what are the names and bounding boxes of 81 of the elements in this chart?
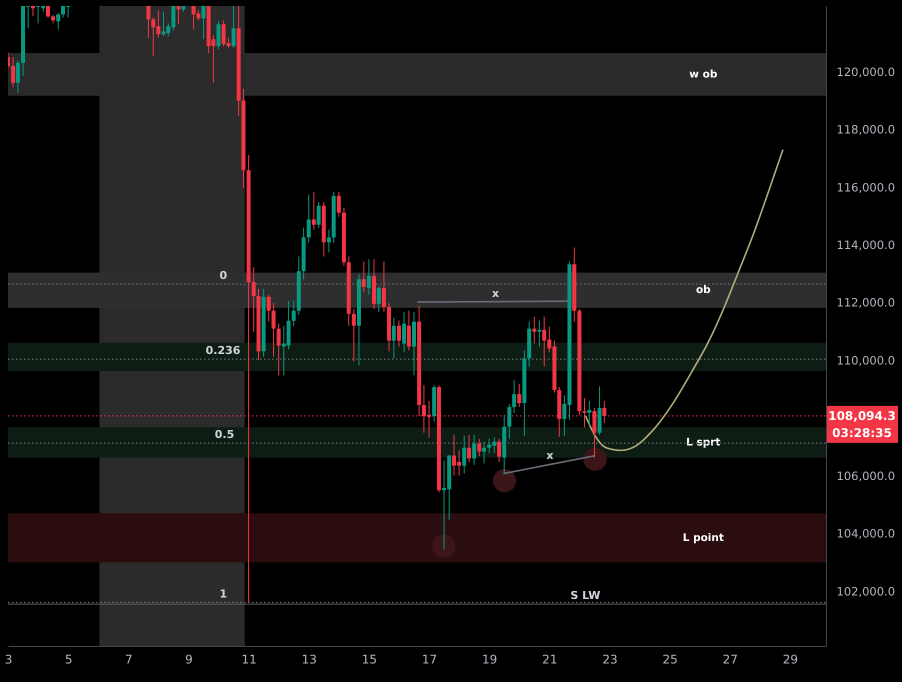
candlestick [582, 398, 587, 428]
candlestick [252, 266, 256, 332]
candlestick [272, 302, 276, 358]
x-tick-label: 13 [302, 652, 317, 666]
candlestick [382, 260, 386, 312]
annotation: 0.5 [214, 428, 234, 442]
candlestick [396, 320, 401, 347]
y-tick-label: 112,000.0 [836, 296, 896, 310]
candlestick [352, 308, 356, 362]
candlestick [392, 317, 396, 359]
candlestick [16, 60, 20, 94]
x-tick-label: 7 [124, 652, 133, 666]
candlestick [497, 438, 502, 462]
candlestick [46, 6, 50, 18]
band-label: L sprt [686, 436, 720, 448]
x-tick-label: 29 [782, 652, 798, 666]
x-tick-label: 21 [542, 652, 558, 666]
candlestick [507, 404, 512, 440]
annotation: x [492, 286, 500, 300]
candlestick [176, 6, 181, 25]
band-label: ob [696, 284, 712, 296]
candlestick [406, 310, 411, 352]
x-tick-label: 23 [602, 652, 618, 666]
candlestick [56, 12, 60, 30]
x-tick-label: 9 [185, 652, 193, 666]
point [492, 469, 516, 492]
candlestick [326, 229, 331, 253]
annotation: 1 [220, 587, 228, 600]
candlestick [201, 6, 206, 40]
candlestick [472, 434, 476, 466]
x-tick-label: 25 [662, 652, 678, 666]
candlestick [482, 441, 486, 464]
point [583, 448, 607, 471]
ref-line-label: 108,094.3 [828, 408, 896, 423]
y-tick-label: 118,000.0 [836, 122, 896, 137]
candlestick [402, 311, 406, 353]
x-tick-label: 5 [64, 652, 72, 666]
candlestick [376, 285, 381, 312]
candlestick [266, 294, 271, 322]
candlestick [316, 201, 321, 229]
candlestick [362, 260, 366, 292]
y-tick-label: 114,000.0 [836, 238, 896, 252]
text: 03:28:35 [832, 426, 892, 440]
candlestick [467, 434, 472, 462]
candlestick [366, 258, 371, 296]
annotation: x [546, 449, 554, 462]
x-tick-label: 3 [4, 652, 12, 666]
candlestick [477, 438, 482, 457]
band-label: L point [682, 532, 724, 544]
y-tick-label: 110,000.0 [836, 353, 896, 368]
candlestick [30, 6, 35, 17]
band-label: w ob [689, 68, 718, 80]
point [432, 534, 456, 558]
x-tick-label: 17 [422, 652, 438, 666]
candlestick [11, 56, 16, 88]
annotation: 0.236 [206, 344, 241, 358]
candlestick [462, 435, 466, 474]
annotation: S LW [570, 589, 600, 602]
y-tick-label: 104,000.0 [836, 526, 896, 541]
candlestick [587, 400, 592, 426]
y-tick-label: 102,000.0 [836, 584, 896, 598]
candlestick [146, 6, 150, 39]
candlestick [306, 194, 311, 244]
y-tick-label: 116,000.0 [836, 180, 896, 194]
x-tick-label: 15 [362, 652, 378, 666]
y-tick-label: 120,000.0 [836, 64, 896, 79]
candlestick [232, 6, 236, 48]
annotation: 0 [220, 269, 228, 282]
candlestick [292, 300, 296, 327]
candlestick [532, 316, 536, 344]
candlestick [276, 322, 281, 376]
candlestick [216, 20, 221, 50]
x-tick-label: 27 [722, 652, 738, 666]
candlestick [512, 380, 516, 414]
candlestick [517, 384, 522, 408]
x-tick-label: 19 [482, 652, 498, 666]
candlestick [312, 191, 316, 230]
candlestick [537, 320, 542, 347]
candlestick [336, 191, 341, 218]
x-tick-label: 11 [241, 652, 257, 666]
y-tick-label: 106,000.0 [836, 468, 896, 483]
